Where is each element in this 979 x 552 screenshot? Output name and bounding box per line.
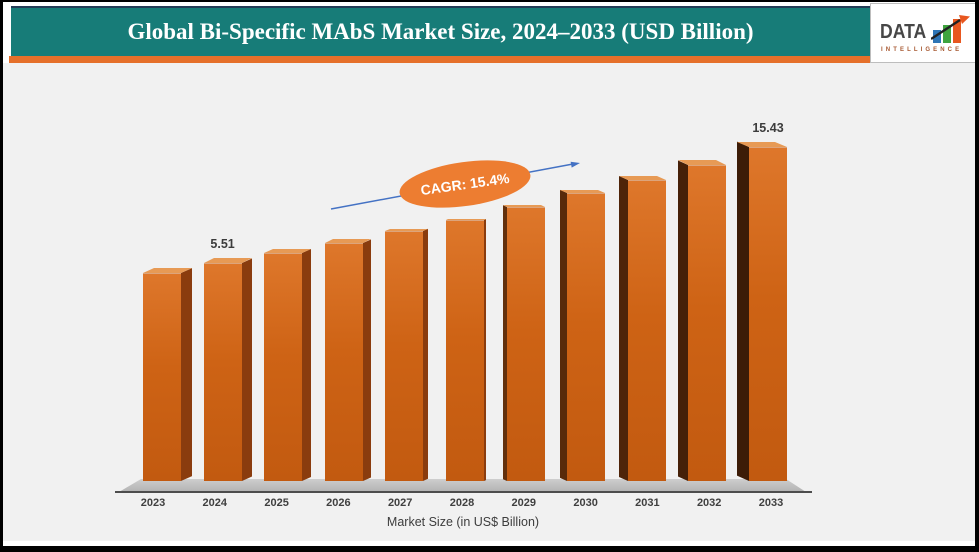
year-label-2024: 2024 [202, 497, 228, 509]
bar-front-face [385, 231, 424, 481]
year-label-2029: 2029 [511, 497, 537, 509]
bar-front-face [446, 220, 484, 481]
header-band [11, 8, 870, 56]
bar-side-face [737, 141, 749, 481]
bar-side-face [484, 219, 486, 481]
year-label-2030: 2030 [573, 497, 598, 509]
bar-side-face [362, 239, 371, 481]
year-label-2028: 2028 [449, 497, 475, 509]
bar-side-face [181, 268, 192, 481]
bar-side-face [423, 228, 429, 481]
bar-2027 [385, 228, 429, 481]
chart-area: 5.51 15.43 2023 2024 2025 2026 2027 2028 2029 20… [3, 63, 975, 541]
brand-logo: DATA INTELLIGENCE [870, 3, 975, 63]
bar-front-face [264, 253, 303, 481]
year-label-2031: 2031 [635, 497, 660, 509]
bar-front-face [324, 243, 363, 481]
bar-value-label: 5.51 [210, 237, 235, 251]
bar-2032 [678, 160, 727, 481]
bar-value-label: 15.43 [752, 121, 784, 135]
header-top-line [11, 6, 870, 8]
year-label-2027: 2027 [387, 497, 413, 509]
bar-2025 [264, 248, 312, 481]
bar-side-face [560, 189, 568, 481]
bar-front-face [203, 263, 242, 481]
logo-chart-icon [930, 15, 970, 43]
logo-subtext: INTELLIGENCE [881, 47, 963, 53]
header-stripe [9, 56, 870, 63]
bar-front-face [627, 180, 666, 481]
bar-2023 [143, 268, 192, 481]
x-axis-title: Market Size (in US$ Billion) [386, 515, 540, 529]
bar-2026 [324, 239, 371, 481]
year-label-2023: 2023 [140, 497, 166, 509]
bar-front-face [688, 165, 727, 481]
bar-front-face [749, 147, 787, 481]
bar-2024: 5.51 [203, 237, 252, 481]
year-label-2026: 2026 [326, 497, 351, 509]
bar-side-face [678, 160, 689, 481]
bar-2030 [560, 189, 606, 481]
logo-text: DATA [880, 21, 927, 43]
x-axis-line [115, 491, 812, 493]
bar-2029 [502, 205, 545, 481]
bar-side-face [302, 248, 312, 481]
year-label-2033: 2033 [758, 497, 784, 509]
logo-row: DATA [871, 4, 975, 45]
bar-side-face [618, 175, 628, 482]
bar-front-face [567, 193, 606, 481]
chart-title: Global Bi-Specific MAbS Market Size, 202… [127, 19, 754, 44]
chart-floor [119, 479, 806, 492]
bar-side-face [241, 258, 252, 481]
year-label-2032: 2032 [696, 497, 722, 509]
bar-2028 [446, 219, 486, 481]
bar-front-face [506, 207, 545, 481]
bar-front-face [143, 273, 181, 481]
cagr-label: CAGR: 15.4% [419, 169, 511, 199]
bar-2033: 15.43 [737, 121, 787, 481]
year-label-2025: 2025 [264, 497, 289, 509]
bar-2031 [618, 175, 666, 482]
